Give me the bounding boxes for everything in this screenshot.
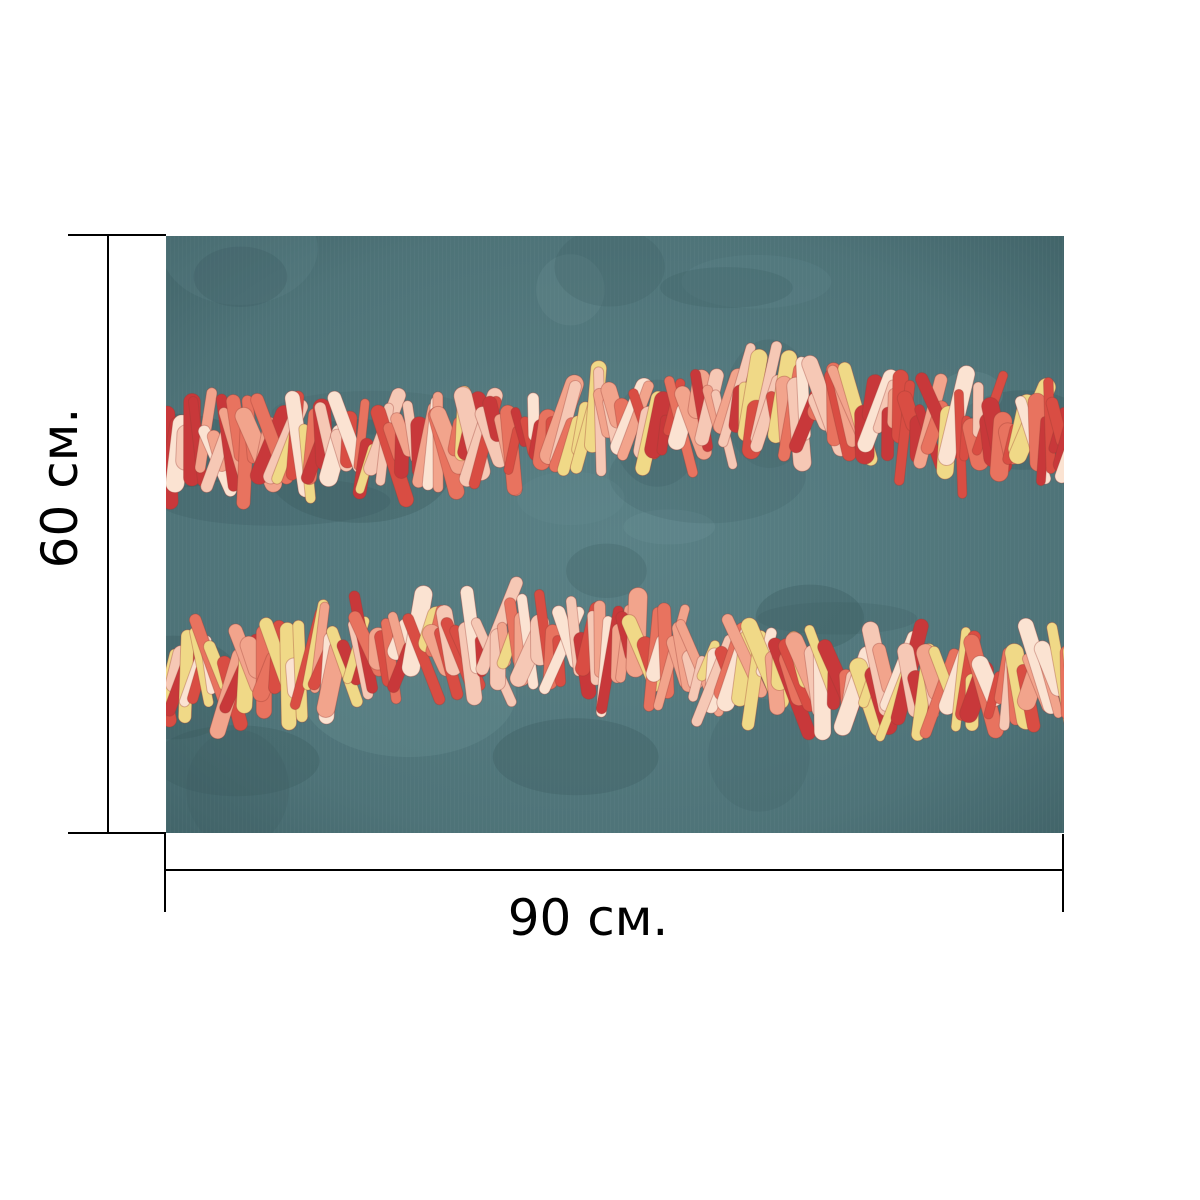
- width-label: 90 см.: [507, 889, 669, 947]
- fabric-blotch: [193, 246, 288, 307]
- fabric-blotch: [708, 698, 810, 812]
- coral-branch: [1054, 437, 1064, 484]
- product-photo: [166, 236, 1064, 833]
- height-dimension-tick-top: [68, 234, 166, 236]
- fabric-blotch: [681, 254, 832, 309]
- fabric-blotch: [186, 729, 289, 833]
- fabric-blotch: [554, 236, 665, 307]
- fabric-blotch: [517, 471, 625, 526]
- fabric-blotch: [755, 584, 864, 651]
- fabric-blotch: [660, 267, 793, 309]
- height-label: 60 см.: [31, 407, 89, 569]
- fabric-blotch: [566, 543, 647, 598]
- fabric-blotch: [166, 476, 391, 526]
- fabric-blotch: [166, 236, 318, 305]
- fabric-blotch: [623, 509, 716, 545]
- width-dimension-line: [164, 869, 1064, 871]
- coral-strand-top: [166, 340, 1064, 510]
- coral-branch: [402, 613, 446, 706]
- fabric-blotch: [536, 254, 605, 326]
- width-dimension-tick-right: [1062, 834, 1064, 912]
- coral-strand-bottom: [166, 576, 1064, 742]
- coral-branch: [1059, 644, 1064, 721]
- height-dimension-line: [107, 234, 109, 834]
- width-dimension-tick-left: [164, 834, 166, 912]
- fabric-blotch: [166, 725, 320, 797]
- height-dimension-tick-bottom: [68, 832, 166, 834]
- fabric-blotch: [492, 718, 659, 796]
- coral-necklace-image: [166, 236, 1064, 833]
